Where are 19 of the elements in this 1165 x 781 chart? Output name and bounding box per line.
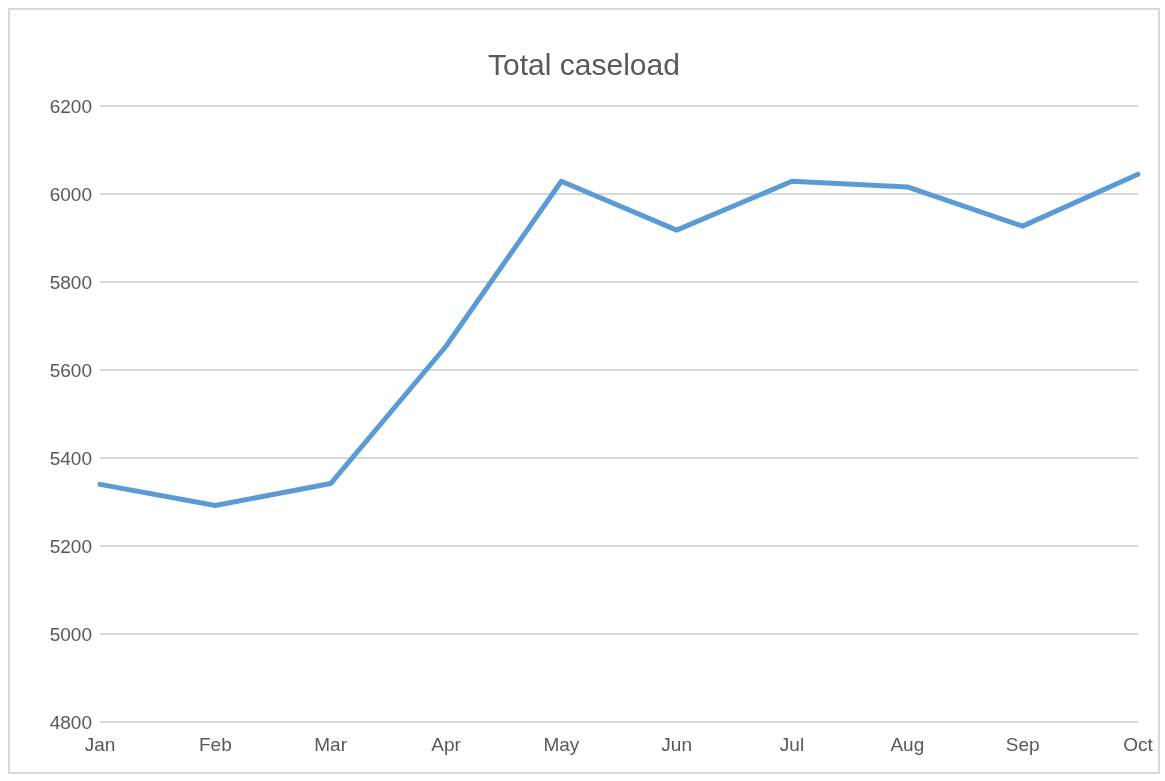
y-tick-label: 5200 (49, 535, 92, 557)
x-tick-label: Oct (1123, 734, 1154, 756)
y-tick-label: 6000 (49, 183, 92, 205)
y-tick-label: 5000 (49, 623, 92, 645)
y-tick-label: 4800 (49, 711, 92, 733)
x-tick-label: Sep (1005, 734, 1040, 756)
y-tick-label: 5400 (49, 447, 92, 469)
x-tick-label: Aug (890, 734, 925, 756)
x-tick-label: Jul (779, 734, 805, 756)
x-tick-label: Mar (314, 734, 348, 756)
y-tick-label: 5800 (49, 271, 92, 293)
x-tick-label: Jan (84, 734, 116, 756)
x-tick-label: Jun (661, 734, 692, 756)
y-tick-label: 6200 (49, 95, 92, 117)
x-tick-label: Feb (198, 734, 232, 756)
chart-title: Total caseload (487, 48, 681, 82)
x-tick-label: May (543, 734, 580, 756)
x-tick-label: Apr (431, 734, 462, 756)
y-tick-label: 5600 (49, 359, 92, 381)
